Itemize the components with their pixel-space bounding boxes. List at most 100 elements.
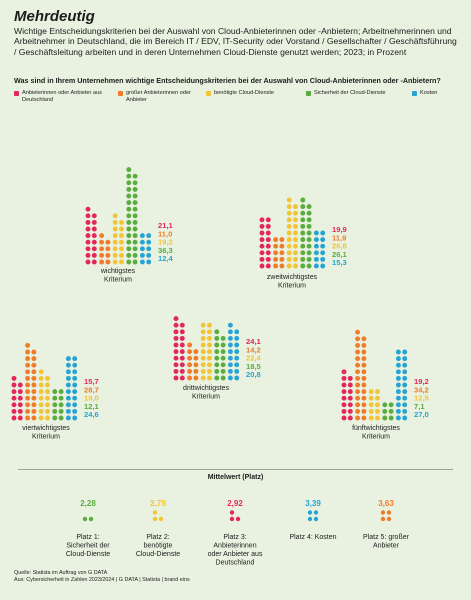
dot	[286, 197, 292, 203]
credit-note: Aus: Cybersicherheit in Zahlen 2023/2024…	[14, 577, 190, 583]
dot	[31, 382, 37, 388]
dot	[361, 336, 367, 342]
group-label: viertwichtigstes	[22, 425, 70, 432]
group-label: Kriterium	[362, 434, 390, 441]
dot	[91, 226, 97, 232]
mittelwert-label: benötigte	[144, 543, 173, 550]
dot	[11, 375, 17, 381]
dot	[85, 239, 91, 245]
dot	[313, 230, 319, 236]
dot	[234, 335, 240, 341]
value-label: 24,1	[246, 337, 262, 346]
dot	[132, 206, 138, 212]
dot	[132, 200, 138, 206]
dot	[234, 362, 240, 368]
dot	[361, 389, 367, 395]
mittelwert-item-gross: 3,63 Platz 5: großer Anbieter	[363, 499, 410, 550]
criterion-group: 19,911,926,826,115,3 zweitwichtigstes Krit…	[259, 197, 348, 290]
dot	[355, 336, 361, 342]
dot	[355, 362, 361, 368]
dot	[91, 252, 97, 258]
dot	[187, 362, 193, 368]
dot	[207, 349, 212, 355]
dot	[17, 389, 23, 395]
dot	[132, 246, 138, 252]
dot	[179, 329, 185, 335]
dot	[126, 246, 132, 252]
dot	[112, 233, 118, 239]
dot	[31, 349, 37, 355]
dot	[207, 375, 212, 381]
dot	[126, 233, 132, 239]
dot	[187, 349, 193, 355]
dot-bar-deutschland	[173, 316, 185, 381]
value-label: 26,1	[332, 250, 348, 259]
dot	[11, 382, 17, 388]
mittelwert-item-kosten: 3,39 Platz 4: Kosten	[289, 499, 336, 541]
dot	[402, 369, 408, 375]
value-label: 26,8	[332, 242, 347, 251]
dot	[320, 263, 326, 269]
dot	[126, 259, 132, 265]
value-label: 7,1	[414, 402, 425, 411]
dot	[85, 226, 91, 232]
dot	[355, 395, 361, 401]
dot	[25, 349, 31, 355]
dot	[85, 206, 91, 212]
dot	[72, 375, 78, 381]
dot	[402, 395, 408, 401]
dot	[220, 342, 226, 348]
dot	[187, 375, 193, 381]
dot	[293, 250, 298, 256]
dot	[179, 342, 185, 348]
dot	[265, 256, 271, 262]
dot	[380, 516, 386, 522]
dot	[187, 368, 193, 374]
dot	[31, 369, 37, 375]
dot	[158, 516, 164, 522]
dot	[265, 230, 271, 236]
dot	[173, 355, 179, 361]
dot	[72, 389, 78, 395]
dot-bar-sicherheit	[300, 197, 312, 269]
value-label: 11,9	[332, 233, 346, 242]
dot	[112, 213, 118, 219]
dot	[341, 375, 347, 381]
dot	[395, 402, 401, 408]
dot	[31, 356, 37, 362]
dot	[65, 375, 71, 381]
dot	[132, 213, 138, 219]
dot	[234, 329, 240, 335]
dot-bar-dienste	[112, 213, 124, 265]
dot	[126, 239, 132, 245]
dot	[341, 389, 347, 395]
value-label: 14,2	[246, 345, 261, 354]
dot-bar-deutschland	[341, 369, 353, 421]
dot	[265, 243, 271, 249]
group-label: Kriterium	[192, 394, 220, 401]
dot	[395, 362, 401, 368]
dot	[300, 223, 306, 229]
dot	[355, 369, 361, 375]
dot	[355, 415, 361, 421]
dot	[229, 516, 235, 522]
legend-item-deutschland: Anbieterinnen oder Anbieter aus Deutschl…	[14, 90, 109, 103]
dot	[17, 382, 23, 388]
dot	[265, 263, 271, 269]
dot	[11, 389, 17, 395]
source-note: Quelle: Statista im Auftrag von G DATA	[14, 570, 108, 576]
dot	[214, 329, 220, 335]
dot	[85, 252, 91, 258]
dot	[347, 389, 353, 395]
dot	[193, 375, 199, 381]
dot	[126, 167, 132, 173]
dot	[341, 382, 347, 388]
dot	[395, 415, 401, 421]
group-label: Kriterium	[104, 277, 132, 284]
dot	[402, 408, 408, 414]
dot	[227, 349, 233, 355]
dot	[38, 395, 44, 401]
dot	[227, 322, 233, 328]
dot	[31, 402, 37, 408]
